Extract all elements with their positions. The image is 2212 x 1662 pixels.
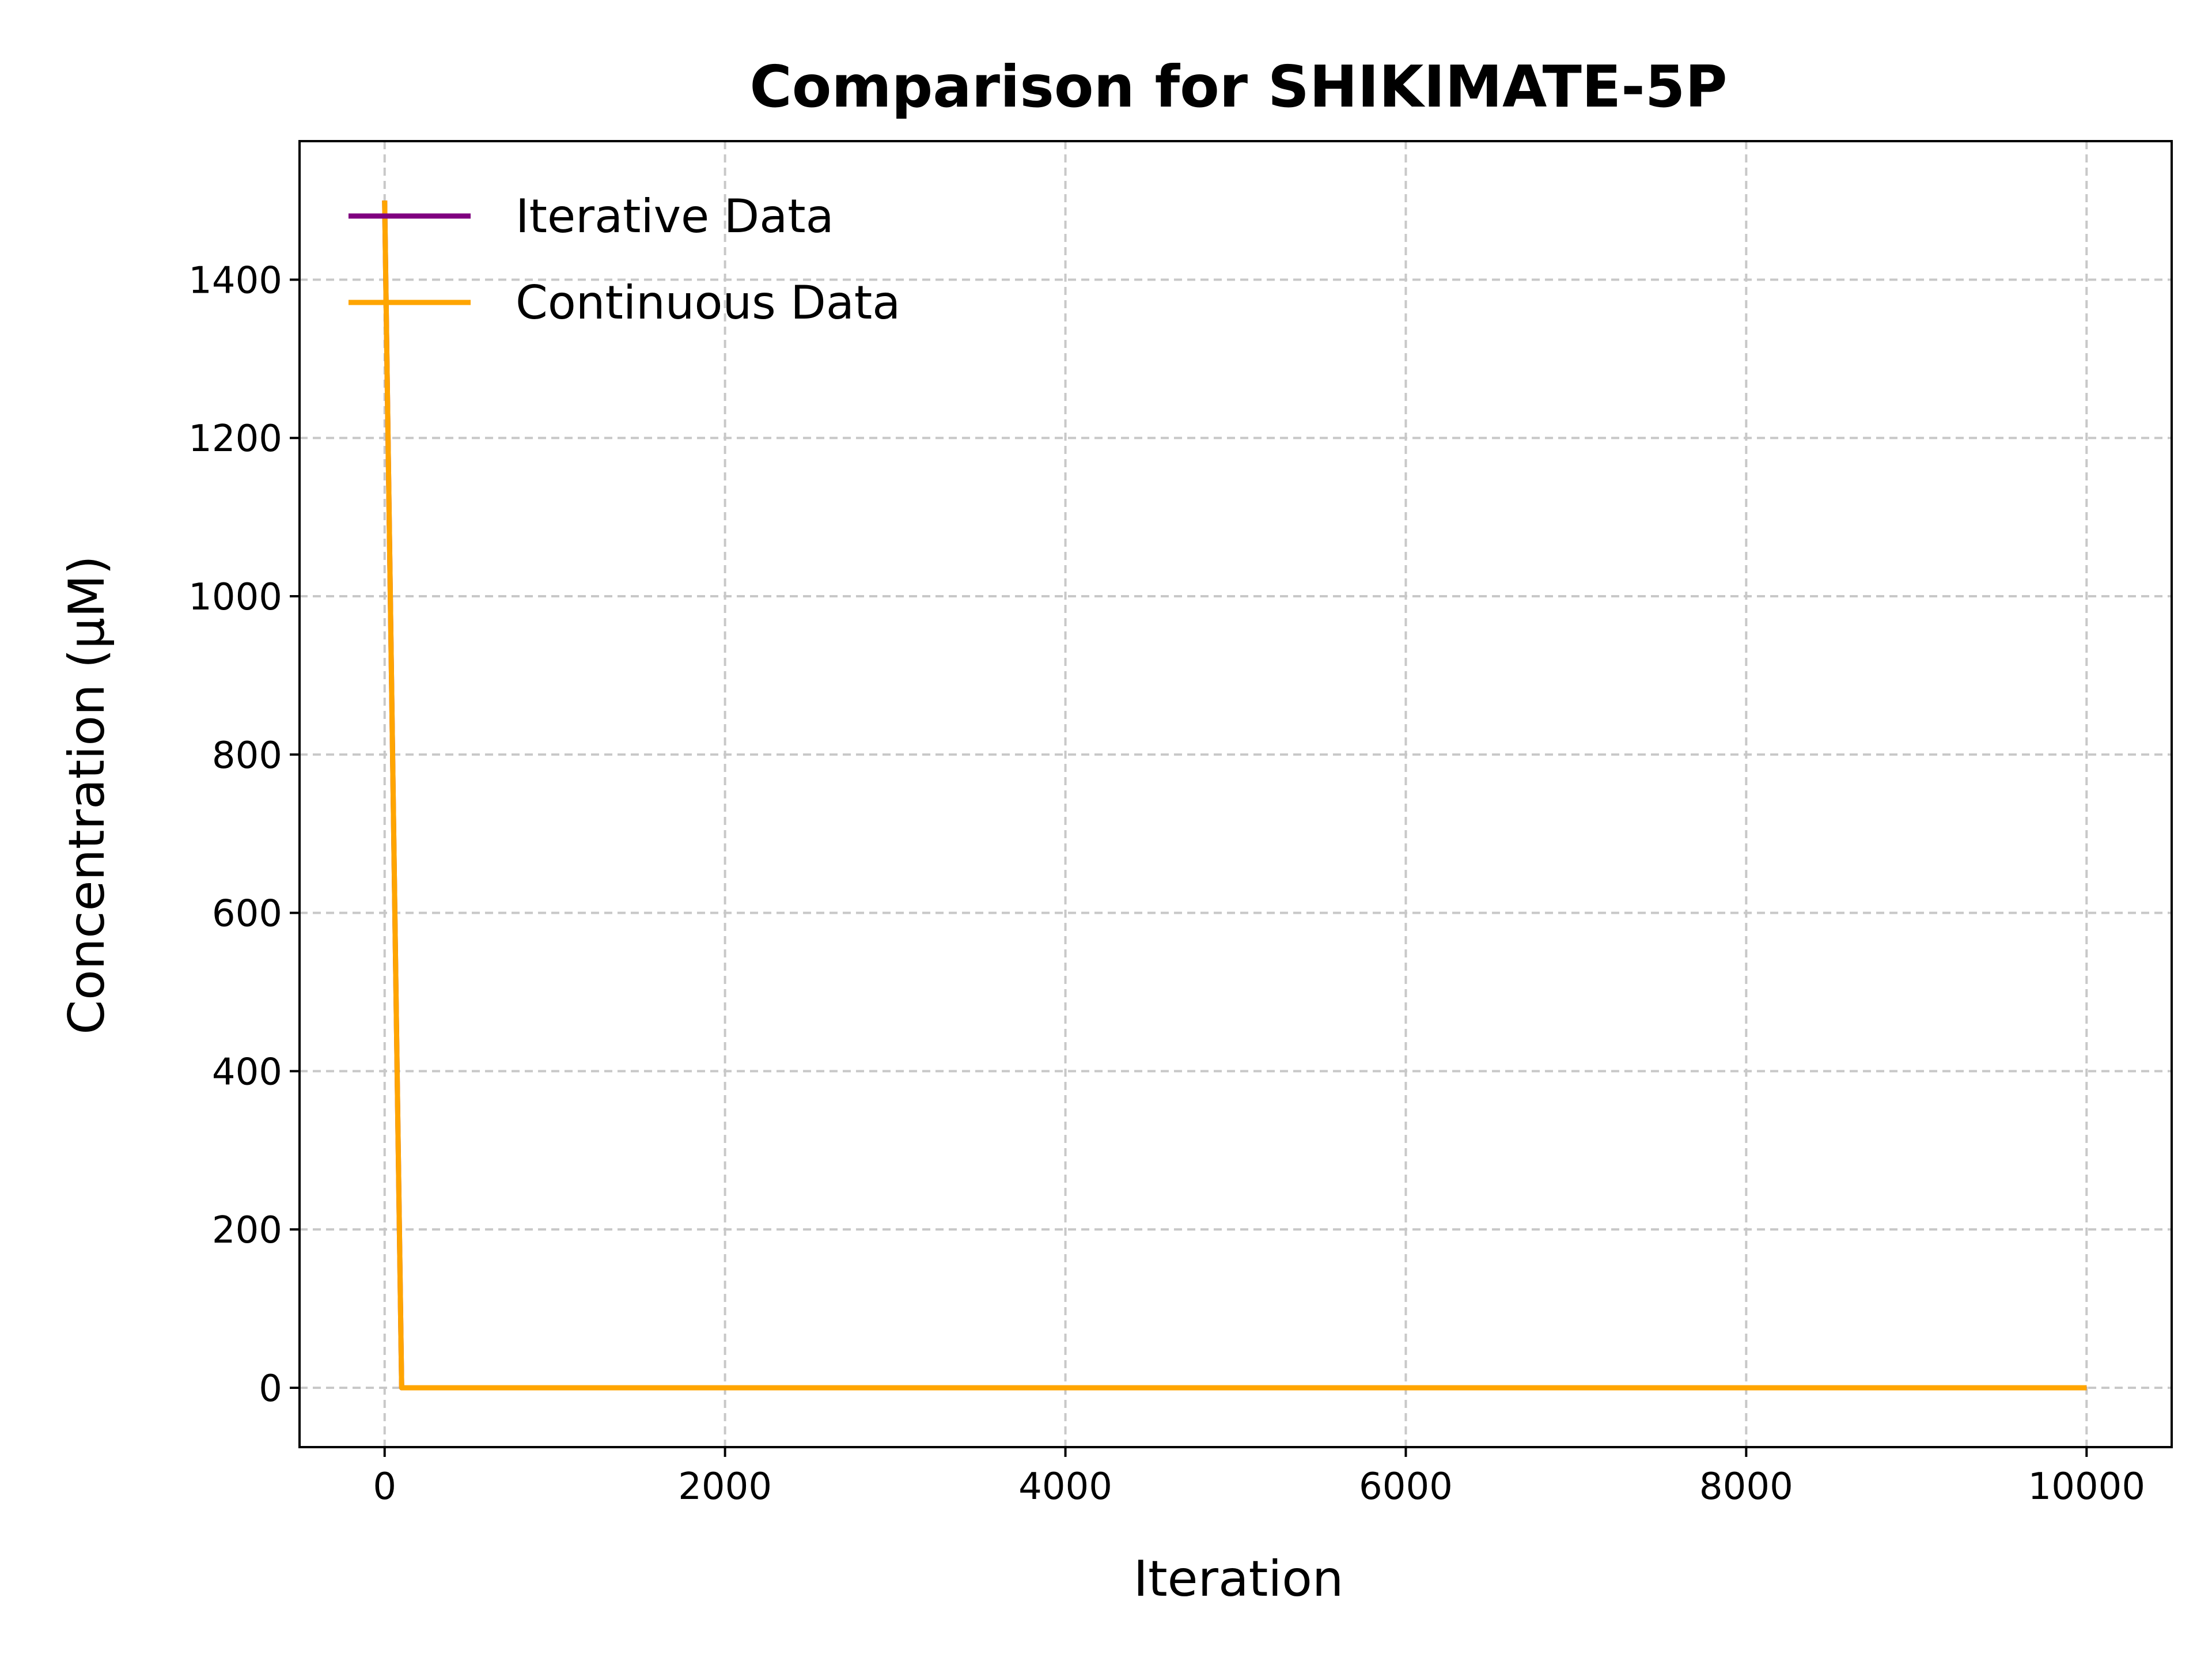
y-tick-label: 1400 — [188, 259, 282, 302]
series-layer — [382, 200, 2087, 1391]
y-tick-label: 800 — [212, 735, 282, 777]
series-line-2 — [382, 200, 2087, 1391]
legend-label-1: Iterative Data — [516, 190, 834, 243]
y-tick-label: 1000 — [188, 576, 282, 619]
y-axis-label: Concentration (μM) — [58, 555, 116, 1035]
y-tick-label: 600 — [212, 893, 282, 936]
plot-area-frame — [298, 140, 2173, 1448]
y-tick-label: 1200 — [188, 418, 282, 460]
chart-title: Comparison for SHIKIMATE-5P — [749, 53, 1727, 120]
y-tick-label: 400 — [212, 1051, 282, 1093]
x-tick-label: 10000 — [2028, 1466, 2145, 1508]
tick-layer: 0 2000 4000 6000 8000 10000 0 200 400 600 800 1000 1… — [188, 259, 2145, 1508]
y-tick-label: 200 — [212, 1209, 282, 1252]
legend-label-2: Continuous Data — [516, 276, 900, 330]
x-tick-label: 0 — [373, 1466, 396, 1508]
x-tick-label: 4000 — [1018, 1466, 1112, 1508]
x-tick-label: 6000 — [1359, 1466, 1453, 1508]
x-axis-label: Iteration — [1134, 1550, 1344, 1608]
x-tick-label: 8000 — [1699, 1466, 1793, 1508]
y-tick-label: 0 — [259, 1368, 282, 1410]
x-tick-label: 2000 — [678, 1466, 772, 1508]
legend: Iterative Data Continuous Data — [349, 190, 900, 330]
